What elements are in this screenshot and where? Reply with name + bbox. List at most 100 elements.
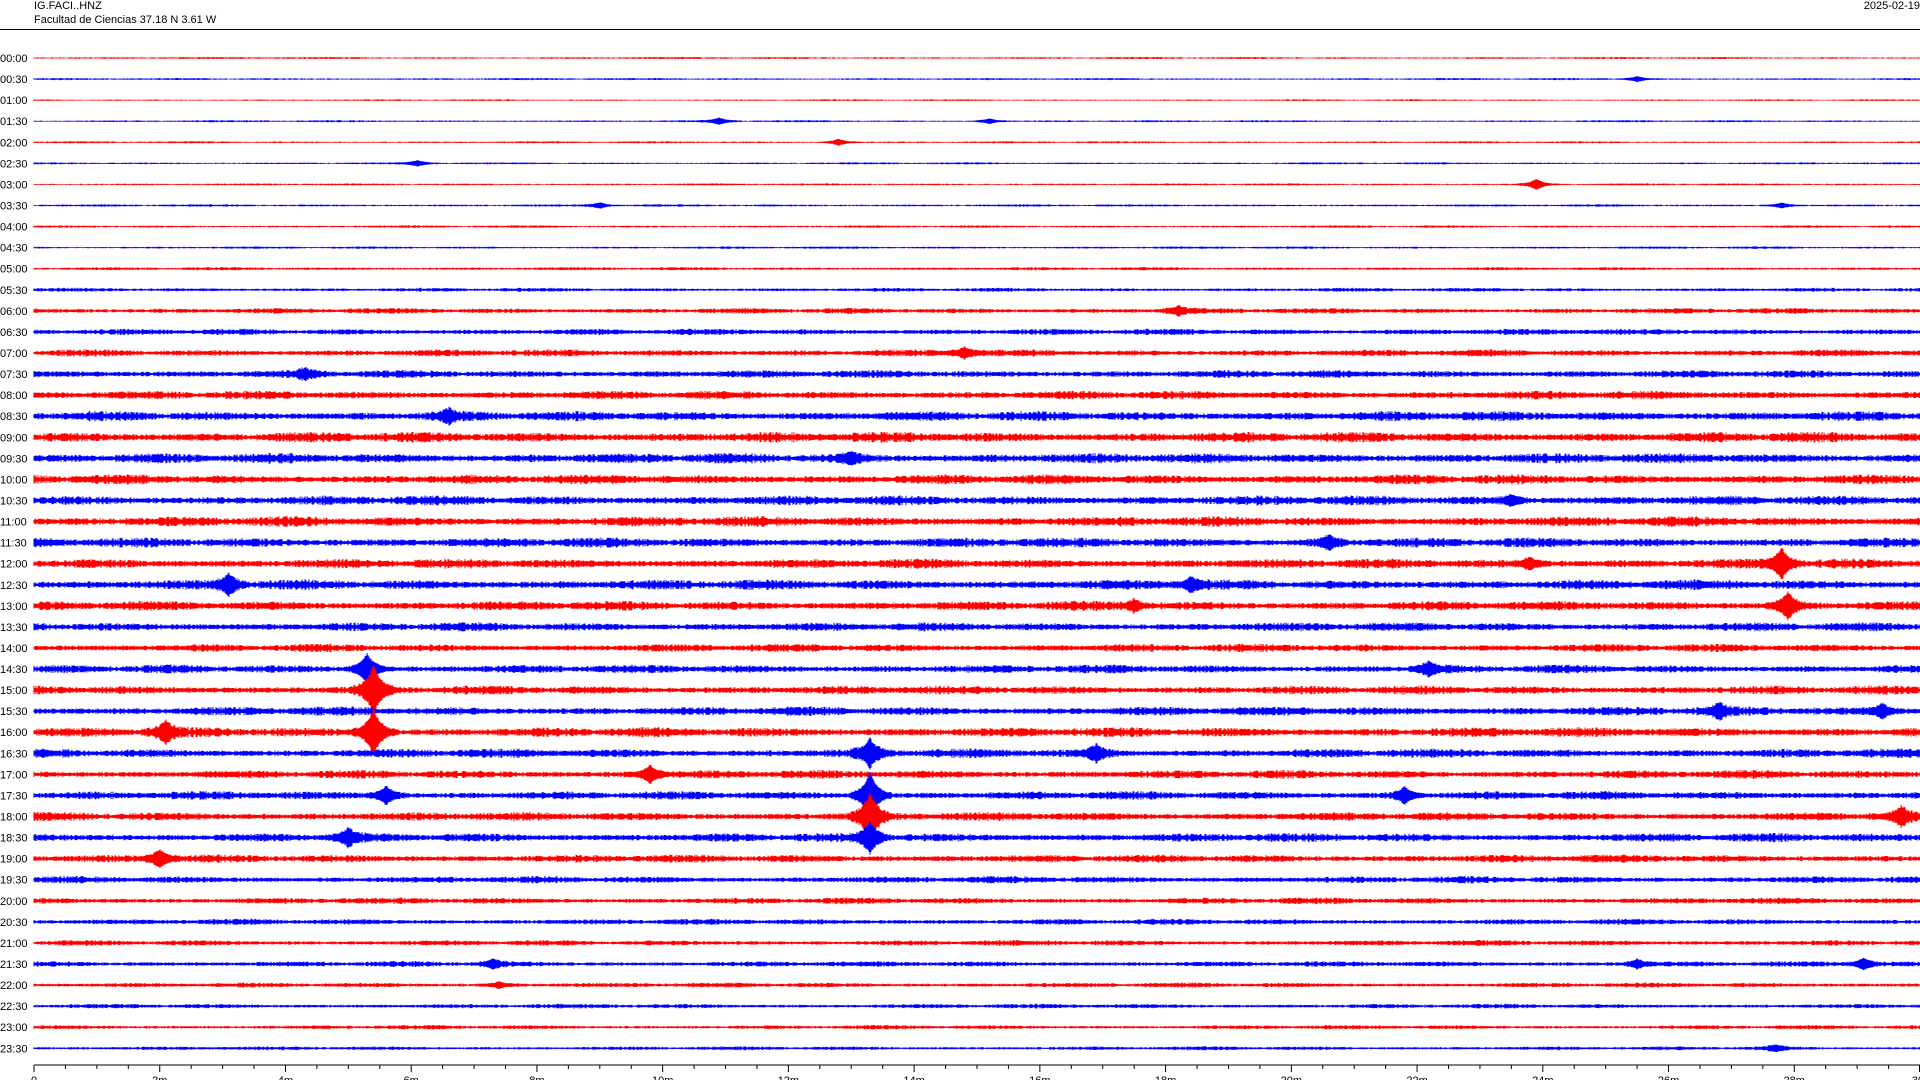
trace-02-00	[33, 139, 1920, 146]
trace-12-00	[33, 548, 1920, 580]
x-tick-label: 30	[1912, 1075, 1920, 1080]
row-label: 15:30	[0, 706, 28, 718]
trace-19-30	[33, 876, 1920, 884]
station-code: IG.FACI..HNZ	[34, 0, 102, 12]
row-label: 18:00	[0, 812, 28, 824]
row-label: 16:00	[0, 727, 28, 739]
trace-20-30	[33, 918, 1920, 925]
x-tick-label: 28m	[1784, 1075, 1805, 1080]
row-label: 08:30	[0, 411, 28, 423]
row-label: 07:30	[0, 369, 28, 381]
row-label: 05:00	[0, 264, 28, 276]
row-label: 04:00	[0, 222, 28, 234]
row-label: 16:30	[0, 748, 28, 760]
trace-08-00	[33, 390, 1920, 400]
row-label: 19:00	[0, 854, 28, 866]
row-label: 09:30	[0, 453, 28, 465]
trace-15-00	[33, 665, 1920, 715]
trace-11-30	[33, 534, 1920, 551]
x-tick-label: 2m	[152, 1075, 167, 1080]
trace-20-00	[33, 897, 1920, 905]
trace-04-00	[33, 225, 1920, 228]
x-tick-label: 14m	[903, 1075, 924, 1080]
trace-09-00	[33, 431, 1920, 443]
row-label: 19:30	[0, 875, 28, 887]
x-tick-label: 12m	[778, 1075, 799, 1080]
row-label: 06:30	[0, 327, 28, 339]
x-tick-label: 20m	[1281, 1075, 1302, 1080]
trace-16-00	[33, 709, 1920, 756]
trace-11-00	[33, 516, 1920, 527]
trace-07-00	[33, 346, 1920, 360]
x-tick-label: 22m	[1406, 1075, 1427, 1080]
row-label: 17:00	[0, 769, 28, 781]
row-label: 12:00	[0, 559, 28, 571]
row-label: 07:00	[0, 348, 28, 360]
row-label: 12:30	[0, 580, 28, 592]
station-location: Facultad de Ciencias 37.18 N 3.61 W	[34, 14, 217, 26]
trace-22-30	[33, 1003, 1920, 1009]
x-tick-label: 24m	[1532, 1075, 1553, 1080]
row-label: 08:00	[0, 390, 28, 402]
row-label: 04:30	[0, 243, 28, 255]
trace-00-00	[33, 56, 1920, 60]
row-label: 01:30	[0, 116, 28, 128]
row-label: 02:00	[0, 137, 28, 149]
row-label: 05:30	[0, 285, 28, 297]
row-label-group: 00:00 00:30 01:00 01:30 02:00 02:30 03:00 03:30…	[0, 53, 28, 1055]
trace-23-30	[33, 1044, 1920, 1052]
header-divider	[0, 29, 1920, 30]
row-label: 01:00	[0, 95, 28, 107]
row-label: 00:00	[0, 53, 28, 65]
row-label: 03:00	[0, 179, 28, 191]
row-label: 23:30	[0, 1043, 28, 1055]
trace-14-00	[33, 643, 1920, 653]
row-label: 22:30	[0, 1001, 28, 1013]
row-label: 22:00	[0, 980, 28, 992]
row-label: 10:30	[0, 495, 28, 507]
x-tick-label: 6m	[404, 1075, 419, 1080]
x-tick-label: 8m	[529, 1075, 544, 1080]
trace-group	[33, 56, 1920, 1052]
trace-12-30	[33, 572, 1920, 597]
x-tick-label: 4m	[278, 1075, 293, 1080]
trace-05-30	[33, 287, 1920, 292]
trace-18-30	[33, 820, 1920, 855]
trace-04-30	[33, 246, 1920, 249]
x-tick-label: 18m	[1155, 1075, 1176, 1080]
trace-19-00	[33, 849, 1920, 869]
trace-16-30	[33, 737, 1920, 770]
row-label: 17:30	[0, 790, 28, 802]
row-label: 13:00	[0, 601, 28, 613]
row-label: 10:00	[0, 474, 28, 486]
trace-10-00	[33, 474, 1920, 485]
row-label: 20:30	[0, 917, 28, 929]
row-label: 09:00	[0, 432, 28, 444]
trace-03-30	[33, 202, 1920, 209]
trace-22-00	[33, 981, 1920, 989]
row-label: 13:30	[0, 622, 28, 634]
record-date: 2025-02-19	[1863, 0, 1920, 12]
trace-07-30	[33, 367, 1920, 381]
trace-06-30	[33, 328, 1920, 336]
row-label: 00:30	[0, 74, 28, 86]
x-tick-label: 0	[31, 1075, 37, 1080]
trace-02-30	[33, 160, 1920, 167]
trace-21-00	[33, 939, 1920, 946]
row-label: 18:30	[0, 833, 28, 845]
row-label: 03:30	[0, 200, 28, 212]
row-label: 06:00	[0, 306, 28, 318]
x-tick-label: 26m	[1658, 1075, 1679, 1080]
row-label: 02:30	[0, 158, 28, 170]
row-label: 21:00	[0, 938, 28, 950]
trace-05-00	[33, 267, 1920, 271]
row-label: 15:00	[0, 685, 28, 697]
trace-15-30	[33, 701, 1920, 721]
row-label: 14:30	[0, 664, 28, 676]
trace-03-00	[33, 179, 1920, 190]
trace-13-30	[33, 622, 1920, 632]
trace-21-30	[33, 957, 1920, 971]
row-label: 14:00	[0, 643, 28, 655]
row-label: 11:30	[0, 538, 27, 550]
